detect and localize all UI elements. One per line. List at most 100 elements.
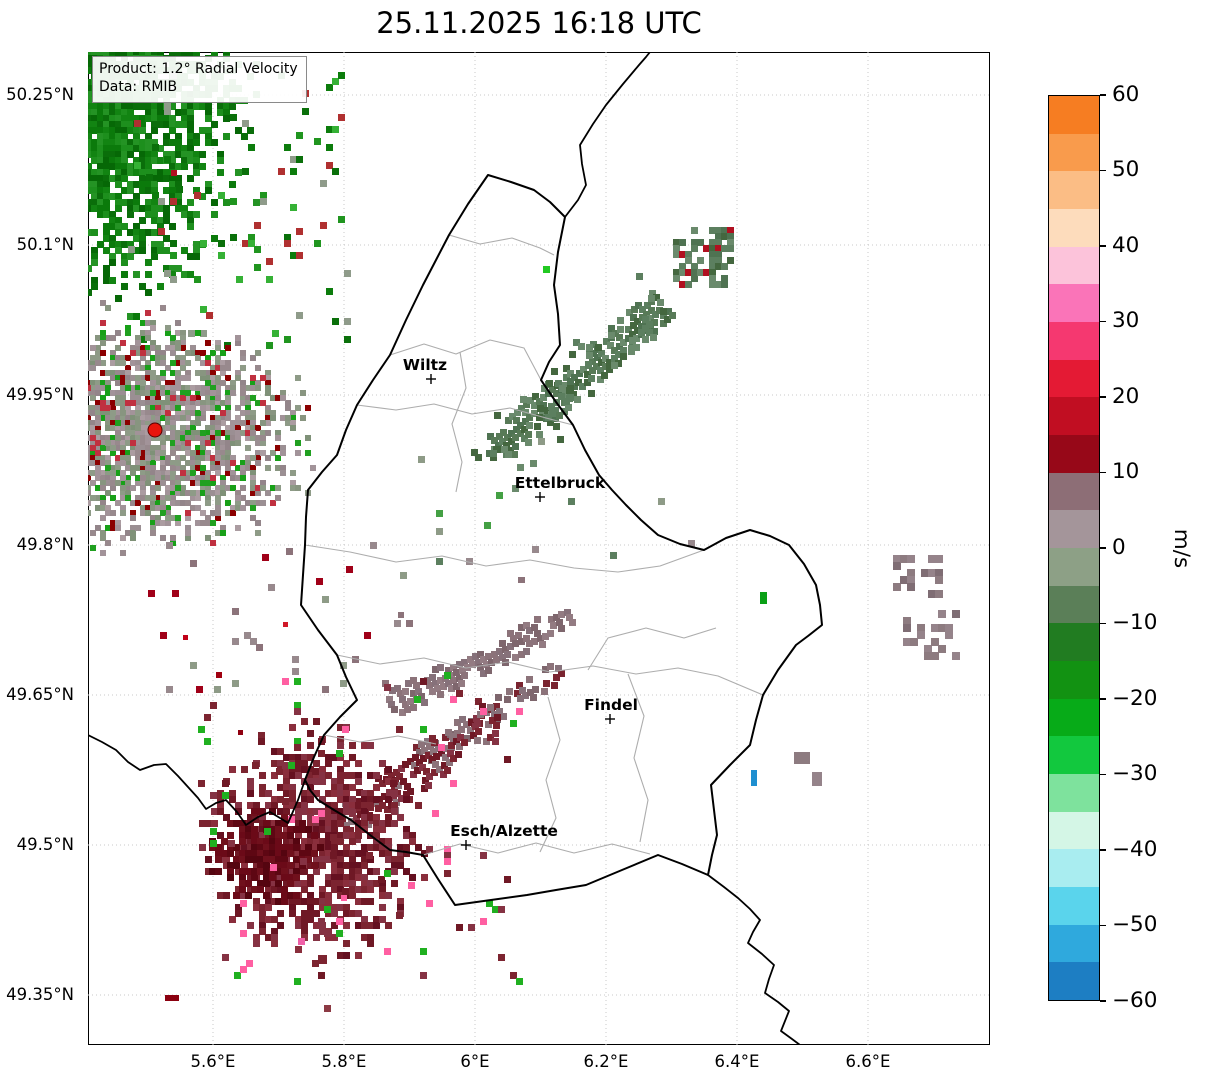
city-marker-ettelbruck: Ettelbruck bbox=[515, 474, 606, 502]
lat-tick-label: 50.25°N bbox=[6, 85, 74, 104]
border-france-germany bbox=[707, 874, 801, 1045]
district-borders bbox=[304, 234, 764, 856]
colorbar-segment bbox=[1049, 96, 1099, 134]
colorbar-segment bbox=[1049, 736, 1099, 775]
colorbar-segment bbox=[1049, 510, 1099, 549]
lat-axis-labels: 50.25°N 50.1°N 49.95°N 49.8°N 49.65°N 49.5°N 4… bbox=[0, 0, 82, 1081]
colorbar-segment bbox=[1049, 962, 1099, 1001]
echo-speck bbox=[398, 612, 404, 618]
colorbar-unit-label: m/s bbox=[1169, 528, 1195, 568]
colorbar-tick-label: 40 bbox=[1112, 232, 1140, 258]
colorbar-segment bbox=[1049, 171, 1099, 210]
echo-speck bbox=[216, 672, 222, 678]
city-label: Findel bbox=[584, 696, 638, 714]
data-source-line: Data: RMIB bbox=[99, 79, 178, 96]
lat-tick-label: 49.65°N bbox=[6, 685, 74, 704]
echo-speck bbox=[518, 577, 525, 583]
lat-tick-label: 49.35°N bbox=[6, 985, 74, 1004]
lon-tick-label: 6.6°E bbox=[845, 1052, 891, 1071]
colorbar-tick-label: −30 bbox=[1112, 761, 1158, 786]
lat-tick-label: 50.1°N bbox=[16, 235, 74, 254]
echo-region-east-patch-b bbox=[903, 610, 960, 660]
echo-region-radar-clutter bbox=[88, 320, 311, 546]
radar-site-marker bbox=[147, 422, 163, 438]
colorbar bbox=[1048, 95, 1100, 1001]
colorbar-segment bbox=[1049, 811, 1099, 850]
colorbar-tickmark bbox=[1100, 547, 1106, 549]
echo-region-ne-patch bbox=[673, 227, 734, 288]
colorbar-segment bbox=[1049, 661, 1099, 699]
colorbar-unit: m/s bbox=[1160, 95, 1204, 1001]
city-label: Esch/Alzette bbox=[450, 822, 558, 840]
district-border bbox=[356, 403, 574, 426]
colorbar-tick-label: 30 bbox=[1112, 308, 1140, 333]
map-svg: Wiltz Ettelbruck Findel Esch/Alzette bbox=[88, 52, 990, 1045]
lon-tick-label: 6.4°E bbox=[714, 1052, 760, 1071]
colorbar-tick-label: 60 bbox=[1112, 81, 1140, 107]
gridlines bbox=[88, 52, 990, 1045]
echo-region-sw-speckle bbox=[148, 542, 413, 693]
echo-speck bbox=[183, 635, 188, 640]
colorbar-tick-label: 10 bbox=[1112, 459, 1140, 484]
map-axes: Wiltz Ettelbruck Findel Esch/Alzette Produc… bbox=[88, 52, 990, 1045]
colorbar-segment bbox=[1049, 585, 1099, 624]
colorbar-segment bbox=[1049, 322, 1099, 360]
city-marker-wiltz: Wiltz bbox=[403, 356, 447, 384]
colorbar-segment bbox=[1049, 924, 1099, 963]
district-border bbox=[448, 234, 555, 256]
colorbar-tickmark bbox=[1100, 924, 1106, 927]
colorbar-segment bbox=[1049, 397, 1099, 436]
colorbar-tick-label: 0 bbox=[1112, 534, 1126, 560]
colorbar-tick-label: −20 bbox=[1112, 685, 1158, 711]
lon-tick-label: 6°E bbox=[460, 1052, 490, 1071]
city-label: Ettelbruck bbox=[515, 474, 606, 492]
radar-echo-layer bbox=[88, 52, 960, 1012]
country-borders bbox=[88, 52, 823, 1045]
district-border bbox=[539, 696, 561, 853]
colorbar-segment bbox=[1049, 133, 1099, 172]
colorbar-segment bbox=[1049, 849, 1099, 888]
colorbar-segment bbox=[1049, 472, 1099, 511]
colorbar-segment bbox=[1049, 548, 1099, 586]
lon-tick-label: 5.8°E bbox=[321, 1052, 367, 1071]
border-belgium-germany bbox=[564, 52, 651, 218]
echo-region-east-patch-a bbox=[893, 555, 943, 598]
colorbar-segment bbox=[1049, 284, 1099, 323]
colorbar-segment bbox=[1049, 435, 1099, 473]
lon-tick-label: 5.6°E bbox=[190, 1052, 236, 1071]
colorbar-segment bbox=[1049, 359, 1099, 398]
colorbar-tick-label: 20 bbox=[1112, 383, 1140, 409]
echo-speck bbox=[794, 752, 810, 764]
city-label: Wiltz bbox=[403, 356, 447, 374]
colorbar-tickmark bbox=[1100, 320, 1106, 323]
echo-region-south-speckle bbox=[198, 672, 523, 985]
echo-speck bbox=[760, 592, 767, 604]
echo-speck bbox=[543, 266, 550, 273]
echo-speck bbox=[341, 895, 347, 901]
echo-region-nw-green-speckle bbox=[128, 72, 351, 355]
echo-speck bbox=[324, 1005, 331, 1012]
colorbar-tick-label: −50 bbox=[1112, 912, 1158, 937]
district-border bbox=[627, 673, 649, 843]
border-luxembourg bbox=[300, 174, 823, 906]
echo-speck bbox=[298, 938, 305, 945]
colorbar-tick-label: −60 bbox=[1112, 987, 1158, 1013]
echo-speck bbox=[238, 730, 243, 735]
city-marker-esch-alzette: Esch/Alzette bbox=[450, 822, 558, 850]
colorbar-tick-label: −40 bbox=[1112, 836, 1158, 862]
colorbar-segment bbox=[1049, 209, 1099, 247]
district-border bbox=[304, 544, 705, 573]
echo-region-south-dark-core bbox=[209, 808, 324, 905]
echo-region-radar-clutter-fringe bbox=[88, 300, 316, 556]
colorbar-tickmark bbox=[1100, 698, 1106, 700]
district-border bbox=[422, 842, 651, 856]
colorbar-tickmark bbox=[1100, 245, 1106, 247]
district-border bbox=[587, 627, 717, 671]
border-france-belgium bbox=[88, 734, 306, 826]
colorbar-segment bbox=[1049, 887, 1099, 925]
colorbar-segment bbox=[1049, 246, 1099, 285]
echo-region-ne-band bbox=[486, 290, 676, 461]
echo-region-ne-band-halo bbox=[471, 273, 667, 492]
colorbar-tick-label: −10 bbox=[1112, 610, 1158, 635]
product-info-box: Product: 1.2° Radial Velocity Data: RMIB bbox=[92, 56, 307, 103]
